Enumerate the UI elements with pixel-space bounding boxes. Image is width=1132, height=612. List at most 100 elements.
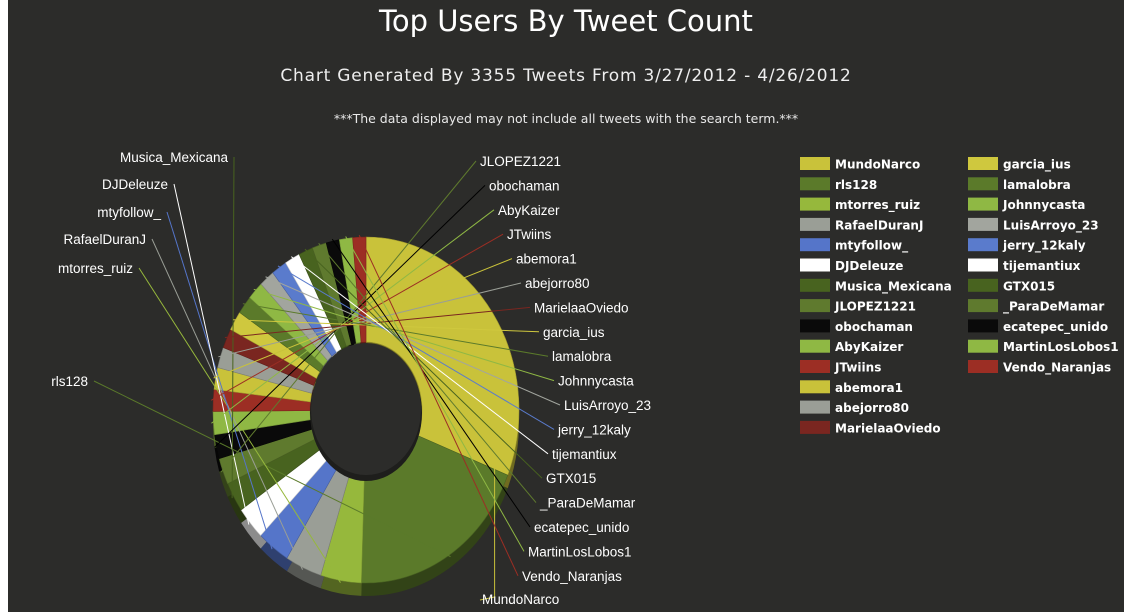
chart-subtitle: Chart Generated By 3355 Tweets From 3/27…	[280, 66, 852, 86]
legend-swatch	[800, 197, 830, 211]
legend-item-martinloslobos1: MartinLosLobos1	[968, 339, 1119, 354]
legend-item-rls128: rls128	[800, 177, 877, 192]
data-label-rls128: rls128	[51, 374, 88, 389]
callout-line-mtyfollow	[166, 211, 273, 550]
legend-item-vendo-naranjas: Vendo_Naranjas	[968, 360, 1111, 376]
legend-item-mtyfollow: mtyfollow_	[800, 238, 908, 254]
legend-item-johnnycasta: Johnnycasta	[968, 197, 1085, 212]
data-label-jerry-12kaly: jerry_12kaly	[557, 422, 631, 437]
legend-item-jlopez1221: JLOPEZ1221	[800, 299, 916, 314]
callout-line-garcia-ius	[233, 319, 540, 333]
data-label-marielaaoviedo: MarielaaOviedo	[534, 300, 629, 315]
legend-swatch	[800, 157, 830, 170]
legend-item-jerry-12kaly: jerry_12kaly	[968, 238, 1086, 254]
data-label-ecatepec-unido: ecatepec_unido	[534, 520, 629, 535]
legend-label: MartinLosLobos1	[1003, 340, 1119, 354]
legend-swatch	[800, 258, 830, 272]
legend-item-rafaelduranj: RafaelDuranJ	[800, 217, 923, 232]
legend-label: Musica_Mexicana	[835, 279, 952, 294]
legend-item-luisarroyo-23: LuisArroyo_23	[968, 217, 1099, 233]
legend-swatch	[800, 217, 830, 231]
data-label-martinloslobos1: MartinLosLobos1	[528, 544, 632, 559]
data-label-abemora1: abemora1	[516, 252, 577, 267]
data-label-mtorres-ruiz: mtorres_ruiz	[58, 261, 133, 276]
legend-label: obochaman	[835, 320, 913, 334]
callout-line-abemora1	[213, 258, 513, 379]
pie-slices	[212, 236, 520, 584]
legend-item-mtorres-ruiz: mtorres_ruiz	[800, 197, 920, 213]
legend-swatch	[968, 197, 998, 211]
data-label-luisarroyo-23: LuisArroyo_23	[564, 398, 651, 413]
legend-item-jtwiins: JTwiins	[800, 360, 881, 375]
pie-callouts: MundoNarco rls128 mtorres_ruiz RafaelDuranJ…	[51, 150, 651, 607]
callout-line-mundonarco	[479, 325, 496, 601]
legend-swatch	[800, 420, 830, 434]
legend-swatch	[968, 278, 998, 292]
data-label-rafaelduranj: RafaelDuranJ	[63, 232, 146, 247]
data-label-tijemantiux: tijemantiux	[552, 447, 617, 462]
legend-item-lamalobra: lamalobra	[968, 177, 1071, 192]
data-label-parademamar: _ParaDeMamar	[539, 496, 636, 511]
legend-item-musica-mexicana: Musica_Mexicana	[800, 278, 952, 294]
data-label-vendo-naranjas: Vendo_Naranjas	[522, 569, 622, 584]
data-label-mundonarco: MundoNarco	[482, 592, 559, 607]
legend-item-djdeleuze: DJDeleuze	[800, 258, 903, 273]
legend-item-gtx015: GTX015	[968, 278, 1055, 293]
legend-swatch	[968, 238, 998, 252]
data-label-lamalobra: lamalobra	[552, 349, 612, 364]
callout-line-musica-mexicana	[231, 156, 235, 499]
legend-label: tijemantiux	[1003, 259, 1081, 273]
legend-label: Vendo_Naranjas	[1003, 361, 1111, 376]
legend-item-garcia-ius: garcia_ius	[968, 157, 1071, 173]
legend-item-mundonarco: MundoNarco	[800, 157, 920, 172]
legend-label: abemora1	[835, 381, 903, 395]
callout-line-jerry-12kaly	[277, 265, 555, 430]
chart-frame: Top Users By Tweet Count Chart Generated…	[8, 0, 1124, 612]
slice-mundonarco	[365, 236, 520, 476]
callout-line-parademamar	[318, 243, 537, 503]
callout-line-martinloslobos1	[345, 236, 525, 552]
callout-line-ecatepec-unido	[331, 238, 531, 528]
legend-label: ecatepec_unido	[1003, 320, 1108, 335]
data-label-abykaizer: AbyKaizer	[498, 203, 560, 218]
callout-line-johnnycasta	[253, 288, 555, 382]
legend-label: abejorro80	[835, 401, 909, 415]
chart-title: Top Users By Tweet Count	[379, 4, 753, 38]
callout-line-vendo-naranjas	[358, 234, 519, 577]
legend-label: rls128	[835, 178, 877, 192]
callout-line-abykaizer	[211, 209, 495, 424]
legend-swatch	[800, 177, 830, 191]
data-label-garcia-ius: garcia_ius	[543, 325, 605, 340]
donut-chart: MundoNarco rls128 mtorres_ruiz RafaelDuranJ…	[51, 150, 1119, 607]
legend-swatch	[968, 339, 998, 353]
legend-label: mtyfollow_	[835, 239, 908, 254]
legend-item-tijemantiux: tijemantiux	[968, 258, 1081, 273]
legend-item-marielaaoviedo: MarielaaOviedo	[800, 420, 941, 435]
data-label-gtx015: GTX015	[546, 471, 596, 486]
legend-swatch	[800, 299, 830, 313]
callout-line-lamalobra	[242, 303, 549, 357]
legend-item-abykaizer: AbyKaizer	[800, 339, 903, 354]
legend-swatch	[968, 258, 998, 272]
chart-note: ***The data displayed may not include al…	[333, 111, 799, 126]
legend-label: DJDeleuze	[835, 259, 903, 273]
legend-item-abejorro80: abejorro80	[800, 400, 909, 415]
legend-label: lamalobra	[1003, 178, 1071, 192]
callout-line-djdeleuze	[173, 183, 250, 525]
legend-swatch	[968, 319, 998, 333]
callout-line-gtx015	[304, 248, 543, 479]
legend-swatch	[800, 400, 830, 414]
legend-swatch	[800, 319, 830, 333]
pie-hole-layer	[310, 343, 422, 481]
legend-label: JTwiins	[834, 361, 881, 375]
legend-label: mtorres_ruiz	[835, 198, 920, 213]
data-label-musica-mexicana: Musica_Mexicana	[120, 150, 229, 165]
data-label-jtwiins: JTwiins	[507, 227, 552, 242]
callout-line-tijemantiux	[291, 256, 549, 455]
legend-label: LuisArroyo_23	[1003, 218, 1099, 233]
legend-swatch	[800, 380, 830, 394]
legend-label: jerry_12kaly	[1002, 239, 1086, 254]
data-label-johnnycasta: Johnnycasta	[558, 374, 634, 389]
legend-item-parademamar: _ParaDeMamar	[968, 299, 1104, 315]
legend-label: MundoNarco	[835, 158, 920, 172]
